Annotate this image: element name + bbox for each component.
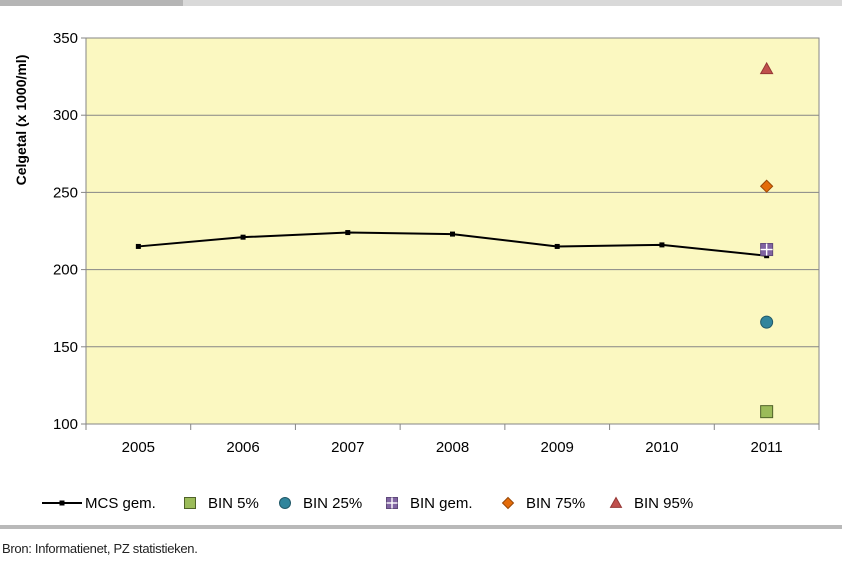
x-tick-label: 2007 [331, 439, 364, 456]
plot-area [85, 37, 820, 425]
y-tick-label: 300 [53, 107, 78, 124]
legend-label: BIN 5% [208, 495, 259, 512]
data-point-mcs-gem [345, 230, 351, 236]
x-tick-label: 2005 [122, 439, 155, 456]
legend-swatch-bin-25 [279, 497, 291, 509]
legend-label: MCS gem. [85, 495, 156, 512]
legend-marker-mcs-gem [59, 500, 65, 506]
y-tick-label: 200 [53, 262, 78, 279]
legend-label: BIN 95% [634, 495, 693, 512]
data-point-mcs-gem [659, 242, 665, 248]
legend: MCS gem. BIN 5% BIN 25% BIN gem. BIN 75% BIN … [42, 495, 693, 512]
legend-swatch-bin-95 [609, 496, 623, 508]
series-layer [135, 61, 774, 419]
legend-label: BIN 25% [303, 495, 362, 512]
x-tick-label: 2008 [436, 439, 469, 456]
y-tick-label: 150 [53, 339, 78, 356]
y-tick-label: 250 [53, 184, 78, 201]
data-point-bin-95 [759, 61, 774, 75]
data-point-mcs-gem [135, 243, 141, 249]
legend-swatch-bin-75 [501, 496, 515, 510]
source-note: Bron: Informatienet, PZ statistieken. [2, 541, 198, 556]
y-axis-label: Celgetal (x 1000/ml) [13, 55, 29, 186]
data-point-mcs-gem [450, 231, 455, 237]
x-tick-label: 2009 [541, 439, 574, 456]
data-point-bin-25 [760, 315, 774, 329]
data-point-bin-5 [760, 405, 774, 419]
top-bar [0, 0, 842, 6]
x-tick-label: 2010 [645, 439, 678, 456]
y-tick-label: 350 [53, 30, 78, 47]
x-tick-label: 2006 [226, 439, 259, 456]
y-axis: 100 150 200 250 300 350 [53, 30, 86, 433]
divider [0, 525, 842, 529]
x-axis: 2005 2006 2007 2008 2009 2010 2011 [85, 424, 820, 456]
legend-label: BIN 75% [526, 495, 585, 512]
top-bar-strip [183, 0, 842, 6]
x-tick-label: 2011 [751, 439, 783, 456]
legend-swatch-bin-5 [184, 497, 196, 509]
data-point-mcs-gem [554, 243, 560, 249]
top-bar-tab [0, 0, 183, 6]
legend-label: BIN gem. [410, 495, 473, 512]
y-tick-label: 100 [53, 416, 78, 433]
gridlines [86, 37, 819, 348]
data-point-bin-75 [759, 179, 774, 193]
data-point-mcs-gem [240, 234, 246, 240]
